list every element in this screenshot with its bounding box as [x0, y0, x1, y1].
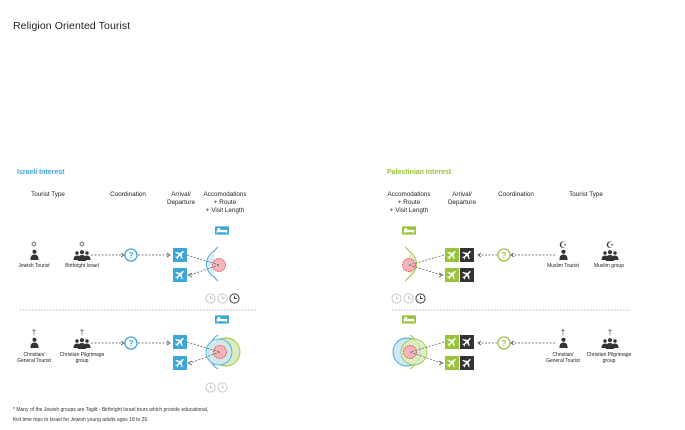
- route-zone: [392, 334, 445, 370]
- route-zone: [186, 246, 226, 282]
- svg-text:✡: ✡: [79, 240, 86, 249]
- cross-icon: †: [601, 328, 619, 349]
- svg-text:†: †: [32, 328, 36, 337]
- palestinian-header-accommodations: Accomodations + Route + Visit Length: [387, 191, 431, 214]
- footnote-line-1: * Many of the Jewish groups are Taglit -…: [13, 407, 209, 413]
- arrival-plane-icon: [445, 248, 474, 262]
- palestinian-row2-tourist-1-label: Christian/ General Tourist: [546, 352, 580, 364]
- palestinian-header-tourist-type: Tourist Type: [569, 191, 603, 198]
- palestinian-section-title: Palestinian Interest: [387, 169, 452, 176]
- coordination-icon: ?: [497, 248, 511, 262]
- svg-text:?: ?: [502, 251, 507, 260]
- bed-icon: [215, 315, 229, 324]
- visit-length-clocks: [391, 293, 426, 304]
- departure-plane-icon: [445, 356, 474, 370]
- israeli-header-coordination: Coordination: [110, 191, 146, 198]
- svg-text:☪: ☪: [559, 240, 567, 250]
- palestinian-row1: ? ☪ ☪: [391, 226, 619, 304]
- cross-icon: †: [73, 328, 91, 349]
- arrival-plane-icon: [173, 248, 187, 262]
- crescent-icon: ☪: [601, 240, 619, 261]
- route-zone: [402, 246, 445, 282]
- svg-text:?: ?: [129, 251, 134, 260]
- israeli-row2-tourist-2-label: Christian Pilgrimage group: [59, 352, 105, 364]
- bed-icon: [215, 226, 229, 235]
- palestinian-row2: ? † †: [392, 315, 619, 370]
- israeli-header-accommodations: Accomodations + Route + Visit Length: [203, 191, 247, 214]
- bed-icon: [402, 226, 416, 235]
- israeli-row2: † † ?: [30, 315, 241, 393]
- coordination-icon: ?: [124, 248, 138, 262]
- coordination-icon: ?: [497, 336, 511, 350]
- arrival-plane-icon: [173, 335, 187, 349]
- svg-text:†: †: [561, 328, 565, 337]
- svg-text:†: †: [80, 328, 84, 337]
- palestinian-row1-tourist-1-label: Muslim Tourist: [547, 263, 579, 269]
- svg-text:†: †: [608, 328, 612, 337]
- svg-text:✡: ✡: [31, 240, 38, 249]
- star-of-david-icon: ✡: [73, 240, 91, 261]
- visit-length-clocks: [205, 382, 228, 393]
- palestinian-header-coordination: Coordination: [498, 191, 534, 198]
- palestinian-row1-tourist-2-label: Muslim group: [593, 263, 624, 269]
- visit-length-clocks: [205, 293, 240, 304]
- israeli-section-title: Israeli Interest: [17, 169, 65, 176]
- svg-text:?: ?: [129, 339, 134, 348]
- star-of-david-icon: ✡: [30, 240, 39, 260]
- departure-plane-icon: [173, 268, 187, 282]
- israeli-header-arrival: Arrival/ Departure: [166, 191, 195, 206]
- arrival-plane-icon: [445, 335, 474, 349]
- cross-icon: †: [559, 328, 568, 348]
- crescent-icon: ☪: [559, 240, 568, 260]
- bed-icon: [402, 315, 416, 324]
- israeli-row2-tourist-1-label: Christian/ General Tourist: [17, 352, 51, 364]
- footnote-line-2: first time trips to Israel for Jewish yo…: [13, 417, 149, 423]
- israeli-header-tourist-type: Tourist Type: [31, 191, 65, 198]
- coordination-icon: ?: [124, 336, 138, 350]
- cross-icon: †: [30, 328, 39, 348]
- departure-plane-icon: [173, 356, 187, 370]
- svg-text:☪: ☪: [606, 240, 614, 250]
- israeli-row1-tourist-1-label: Jewish Tourist: [18, 263, 50, 269]
- palestinian-header-arrival: Arrival/ Departure: [447, 191, 476, 206]
- page-title: Religion Oriented Tourist: [13, 20, 131, 32]
- route-zone: [186, 334, 241, 370]
- israeli-row1-tourist-2-label: Birthright Israel: [65, 263, 99, 269]
- israeli-row1: ✡ ✡ ?: [30, 226, 240, 304]
- palestinian-row2-tourist-2-label: Christian Pilgrimage group: [586, 352, 632, 364]
- departure-plane-icon: [445, 268, 474, 282]
- svg-text:?: ?: [502, 339, 507, 348]
